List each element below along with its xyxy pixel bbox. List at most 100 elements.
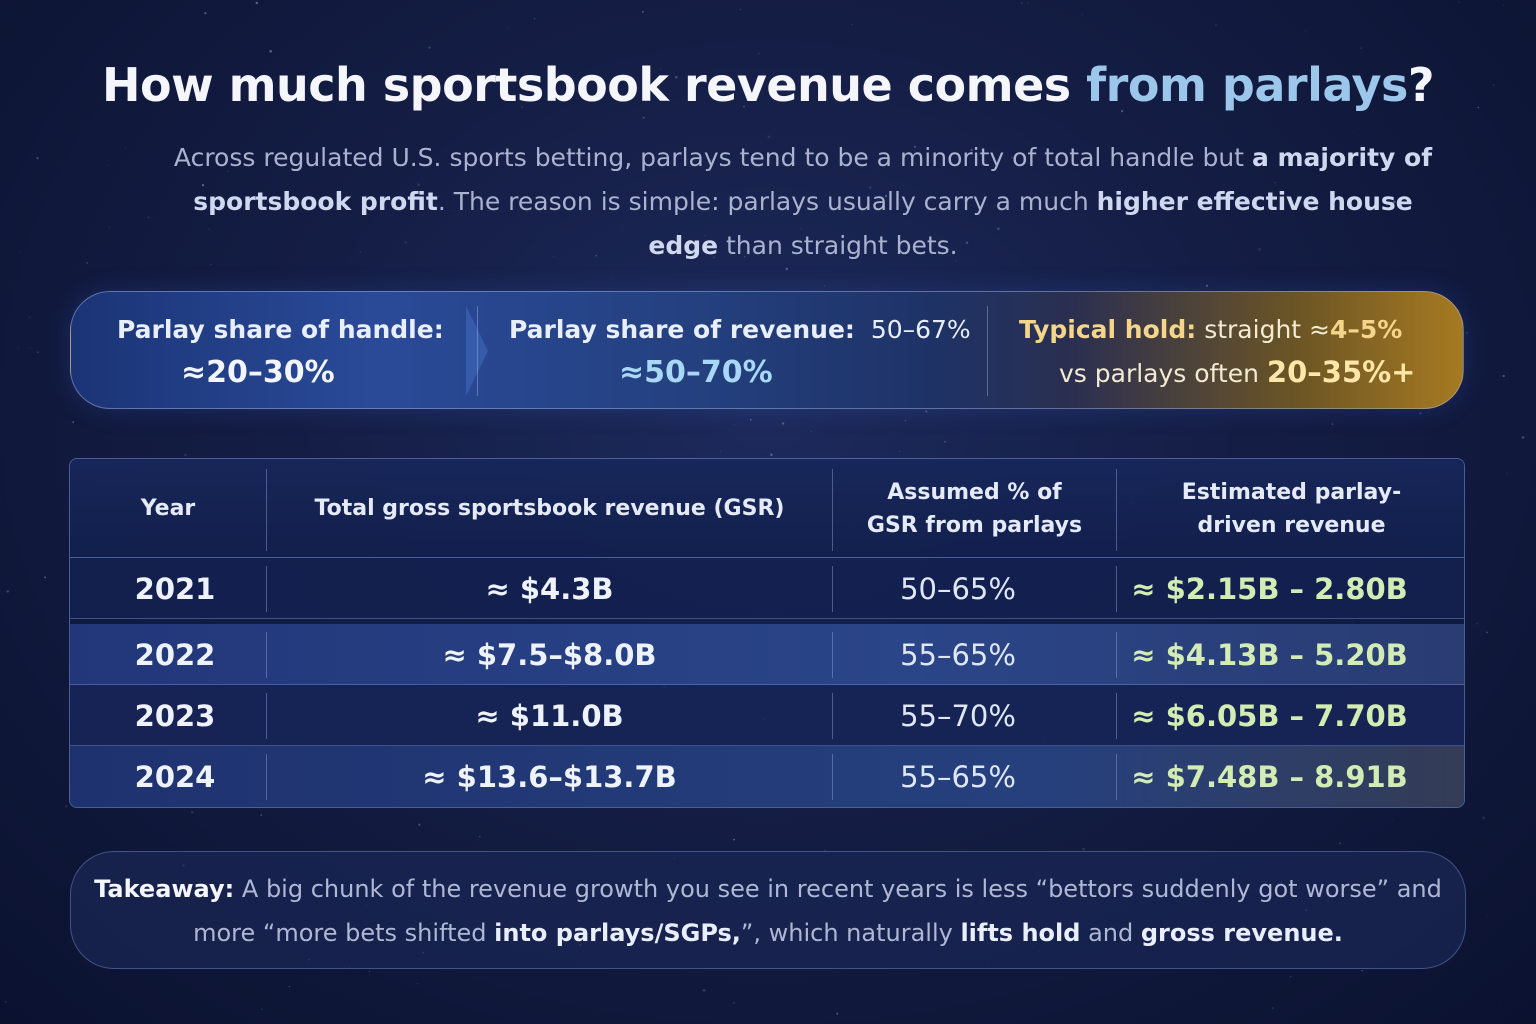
star-dot	[1331, 423, 1334, 425]
star-dot	[29, 347, 31, 349]
star-dot	[1496, 181, 1498, 183]
star-dot	[204, 11, 207, 15]
stat-label: Typical hold: straight ≈4–5%	[1019, 315, 1403, 344]
star-dot	[260, 1008, 263, 1011]
stats-banner: Parlay share of handle: ≈20–30% Parlay s…	[70, 291, 1464, 409]
stat-label: Parlay share of revenue: 50–67%	[509, 315, 971, 344]
cell-pct: 55–65%	[900, 637, 1016, 672]
stat-value: ≈50–70%	[619, 355, 773, 390]
column-divider	[1116, 469, 1117, 551]
title-highlight: from parlays	[1086, 58, 1408, 112]
star-dot	[258, 37, 260, 39]
star-dot	[534, 18, 536, 20]
star-dot	[1020, 2, 1023, 4]
star-dot	[184, 453, 187, 457]
star-dot	[823, 285, 826, 287]
table-header: Year Total gross sportsbook revenue (GSR…	[70, 459, 1464, 558]
stat-label: Parlay share of handle:	[117, 315, 444, 344]
cell-gsr: ≈ $13.6–$13.7B	[422, 759, 677, 794]
column-divider	[832, 469, 833, 551]
star-dot	[269, 49, 272, 53]
star-dot	[86, 262, 89, 264]
star-dot	[1232, 421, 1234, 423]
star-dot	[899, 451, 901, 453]
star-dot	[449, 126, 451, 128]
star-dot	[1339, 842, 1341, 844]
star-dot	[1482, 816, 1486, 820]
cell-year: 2023	[134, 698, 216, 733]
star-dot	[16, 347, 19, 350]
cell-pct: 50–65%	[900, 571, 1016, 606]
column-divider	[266, 693, 267, 739]
star-dot	[781, 422, 785, 425]
cell-estimate: ≈ $7.48B – 8.91B	[1131, 759, 1408, 794]
star-dot	[925, 410, 928, 413]
star-dot	[810, 431, 812, 433]
star-dot	[1486, 914, 1488, 916]
column-divider	[832, 754, 833, 800]
star-dot	[1215, 24, 1217, 26]
column-divider	[832, 693, 833, 739]
star-dot	[28, 316, 31, 319]
star-dot	[368, 970, 370, 973]
star-dot	[478, 835, 481, 838]
cell-gsr: ≈ $4.3B	[485, 571, 614, 606]
cell-pct: 55–65%	[900, 759, 1016, 794]
star-dot	[702, 989, 706, 992]
stat-value: vs parlays often 20–35%+	[1059, 355, 1416, 389]
star-dot	[64, 804, 68, 808]
star-dot	[904, 420, 906, 422]
column-divider	[1116, 693, 1117, 739]
star-dot	[1352, 131, 1354, 133]
stat-divider	[987, 306, 988, 396]
stat-parlay-handle: Parlay share of handle: ≈20–30%	[71, 292, 476, 408]
stat-parlay-revenue: Parlay share of revenue: 50–67% ≈50–70%	[479, 292, 987, 408]
table-row: 2022 ≈ $7.5–$8.0B 55–65% ≈ $4.13B – 5.20…	[70, 624, 1464, 685]
star-dot	[288, 986, 290, 988]
star-dot	[1473, 526, 1475, 528]
stat-divider	[477, 306, 478, 396]
star-dot	[507, 27, 509, 29]
star-dot	[108, 226, 110, 228]
column-header-pct: Assumed % of GSR from parlays	[866, 479, 1083, 538]
star-dot	[0, 498, 1, 500]
star-dot	[719, 450, 722, 453]
star-dot	[1486, 631, 1488, 634]
star-dot	[4, 1000, 7, 1003]
chevron-right-icon	[466, 306, 488, 396]
star-dot	[758, 52, 760, 54]
star-dot	[1419, 412, 1422, 415]
star-dot	[409, 979, 411, 980]
table-row: 2023 ≈ $11.0B 55–70% ≈ $6.05B – 7.70B	[70, 685, 1464, 746]
star-dot	[1271, 1006, 1275, 1010]
star-dot	[836, 1012, 839, 1015]
cell-year: 2024	[134, 759, 216, 794]
star-dot	[610, 276, 613, 279]
star-dot	[1506, 472, 1508, 474]
column-divider	[266, 469, 267, 551]
star-dot	[107, 165, 109, 166]
star-dot	[1521, 436, 1525, 439]
star-dot	[37, 351, 39, 354]
cell-gsr: ≈ $7.5–$8.0B	[442, 637, 657, 672]
cell-estimate: ≈ $6.05B – 7.70B	[1131, 698, 1408, 733]
star-dot	[733, 838, 735, 841]
star-dot	[851, 24, 853, 26]
stat-value: ≈20–30%	[181, 355, 335, 390]
column-divider	[1116, 566, 1117, 612]
column-divider	[832, 566, 833, 612]
star-dot	[428, 46, 431, 49]
cell-gsr: ≈ $11.0B	[475, 698, 624, 733]
star-dot	[1289, 976, 1292, 978]
star-dot	[451, 1022, 453, 1023]
star-dot	[1458, 1, 1460, 3]
column-divider	[266, 754, 267, 800]
star-dot	[147, 216, 150, 219]
star-dot	[641, 10, 644, 13]
star-dot	[1493, 291, 1495, 293]
cell-estimate: ≈ $4.13B – 5.20B	[1131, 637, 1408, 672]
star-dot	[740, 9, 742, 11]
column-header-estimate: Estimated parlay-driven revenue	[1181, 479, 1402, 538]
star-dot	[260, 814, 263, 817]
star-dot	[732, 1001, 736, 1005]
